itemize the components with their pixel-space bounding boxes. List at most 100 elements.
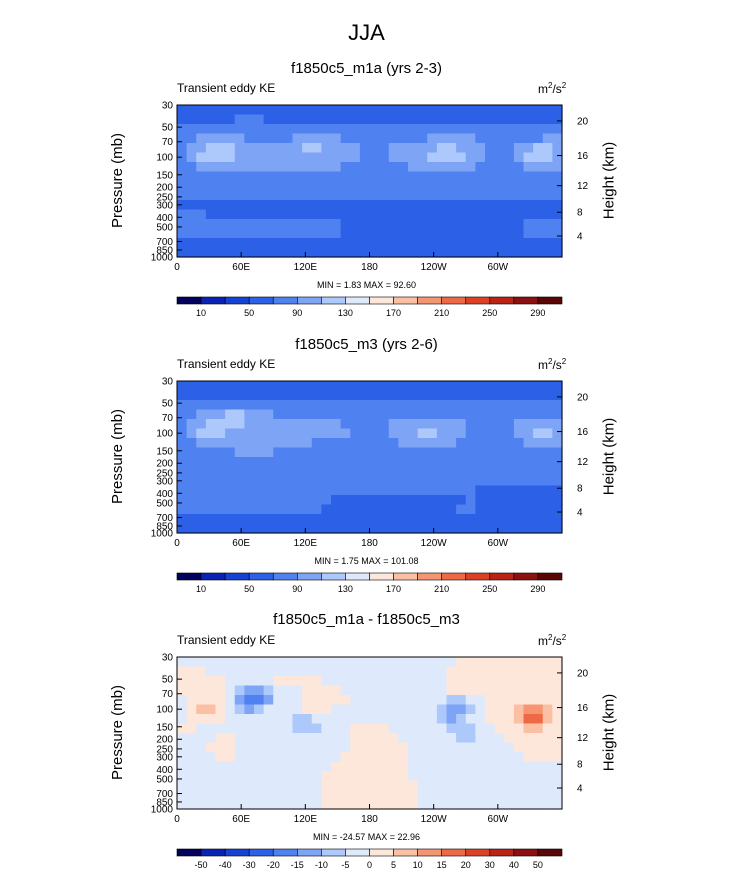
field-cell — [408, 476, 419, 487]
field-cell — [311, 657, 322, 668]
colorbar-label: -30 — [243, 860, 256, 870]
field-cell — [331, 504, 342, 515]
field-cell — [340, 704, 351, 715]
field-cell — [282, 771, 294, 782]
field-cell — [244, 428, 255, 439]
field-cell — [215, 799, 226, 810]
field-cell — [254, 657, 265, 668]
field-cell — [388, 695, 399, 706]
field-cell — [446, 514, 457, 525]
field-cell — [388, 476, 399, 487]
field-cell — [552, 409, 563, 420]
field-cell — [504, 485, 515, 496]
field-cell — [475, 476, 486, 487]
field-cell — [234, 704, 245, 715]
field-cell — [379, 133, 390, 144]
field-cell — [282, 704, 294, 715]
field-cell — [427, 799, 438, 810]
field-cell — [321, 695, 332, 706]
field-cell — [494, 742, 505, 753]
field-cell — [408, 695, 419, 706]
field-cell — [475, 714, 486, 725]
height-tick-label: 8 — [577, 484, 583, 495]
field-cell — [282, 523, 294, 534]
field-cell — [542, 390, 553, 401]
field-cell — [215, 105, 226, 116]
field-cell — [340, 114, 351, 125]
field-cell — [542, 190, 553, 201]
field-cell — [225, 780, 236, 791]
field-cell — [359, 704, 371, 715]
field-cell — [225, 419, 236, 430]
field-cell — [494, 228, 505, 239]
field-cell — [196, 105, 207, 116]
field-cell — [408, 733, 419, 744]
field-cell — [436, 476, 448, 487]
field-cell — [379, 523, 390, 534]
field-cell — [465, 457, 476, 468]
field-cell — [273, 152, 284, 163]
field-cell — [494, 419, 505, 430]
field-cell — [513, 171, 525, 182]
field-cell — [234, 114, 245, 125]
field-cell — [388, 238, 399, 249]
field-cell — [225, 685, 236, 696]
field-cell — [321, 419, 332, 430]
field-cell — [542, 714, 553, 725]
field-cell — [408, 428, 419, 439]
field-cell — [350, 171, 361, 182]
field-cell — [504, 219, 515, 230]
colorbar-swatch — [393, 848, 418, 857]
field-cell — [379, 780, 390, 791]
field-cell — [542, 409, 553, 420]
field-cell — [273, 209, 284, 220]
field-cell — [186, 676, 197, 687]
field-cell — [533, 428, 544, 439]
field-cell — [359, 723, 371, 734]
field-cell — [552, 666, 563, 677]
field-cell — [244, 438, 255, 449]
field-cell — [427, 666, 438, 677]
field-cell — [417, 695, 428, 706]
field-cell — [379, 466, 390, 477]
field-cell — [254, 695, 265, 706]
field-cell — [408, 143, 419, 154]
field-cell — [427, 714, 438, 725]
field-cell — [427, 504, 438, 515]
field-cell — [552, 228, 563, 239]
field-cell — [177, 790, 188, 801]
field-cell — [254, 676, 265, 687]
field-cell — [350, 390, 361, 401]
field-cell — [398, 409, 409, 420]
field-cell — [205, 228, 217, 239]
field-cell — [494, 171, 505, 182]
field-cell — [331, 438, 342, 449]
field-cell — [417, 523, 428, 534]
field-cell — [379, 419, 390, 430]
field-cell — [446, 523, 457, 534]
field-cell — [205, 447, 217, 458]
minmax-text: MIN = 1.75 MAX = 101.08 — [314, 556, 419, 566]
field-cell — [513, 428, 525, 439]
field-cell — [436, 504, 448, 515]
field-cell — [369, 200, 380, 211]
field-cell — [292, 666, 303, 677]
field-cell — [446, 771, 457, 782]
field-cell — [504, 666, 515, 677]
field-cell — [456, 780, 467, 791]
field-cell — [215, 657, 226, 668]
field-cell — [244, 676, 255, 687]
field-cell — [456, 219, 467, 230]
field-cell — [456, 495, 467, 506]
field-cell — [369, 666, 380, 677]
field-cell — [379, 105, 390, 116]
height-tick-label: 12 — [577, 457, 589, 468]
field-cell — [494, 181, 505, 192]
field-cell — [302, 190, 313, 201]
field-cell — [552, 799, 563, 810]
field-cell — [533, 504, 544, 515]
field-cell — [436, 105, 448, 116]
field-cell — [417, 247, 428, 258]
field-cell — [225, 457, 236, 468]
field-cell — [417, 419, 428, 430]
